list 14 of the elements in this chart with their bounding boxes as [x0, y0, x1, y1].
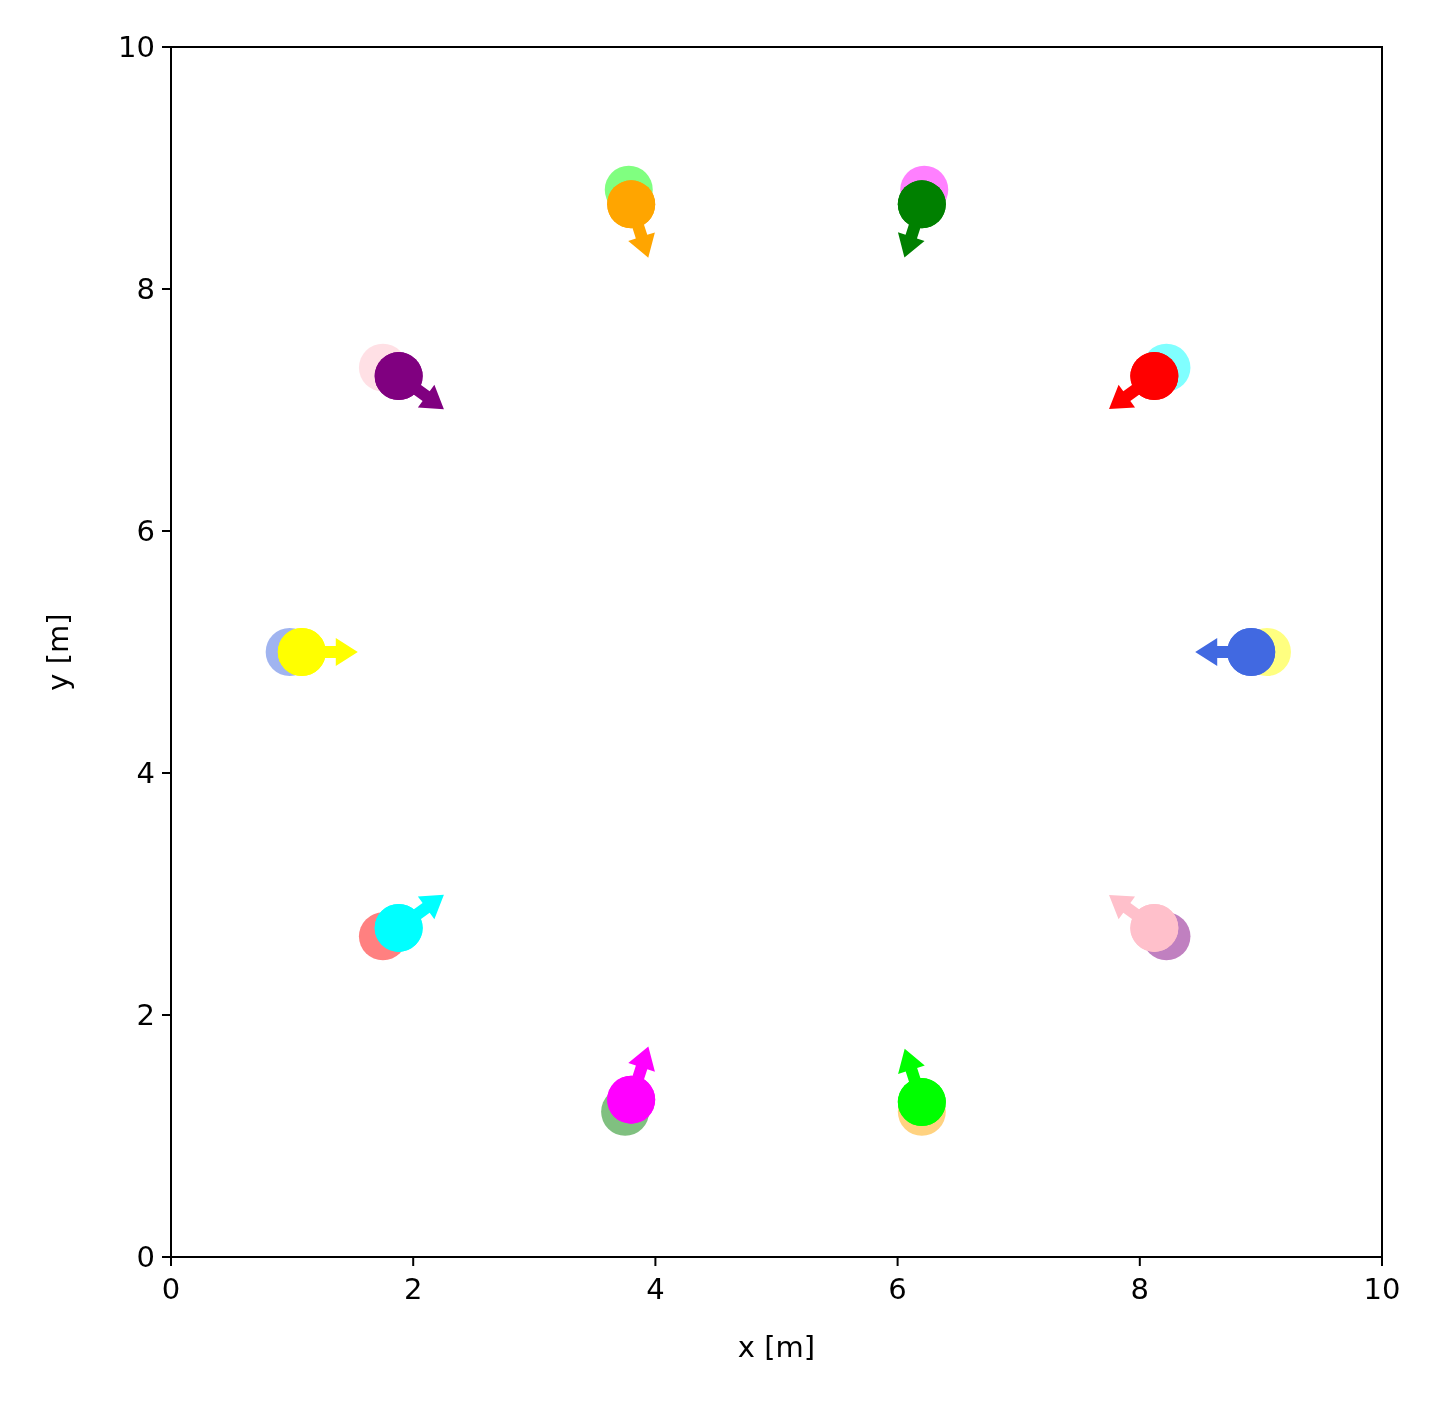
x-tick-label: 8: [1130, 1272, 1150, 1306]
y-tick-label: 0: [136, 1240, 155, 1274]
x-tick-label: 10: [1363, 1272, 1401, 1306]
x-axis-title: x [m]: [737, 1330, 816, 1364]
y-tick-label: 6: [136, 514, 155, 548]
y-axis-title: y [m]: [41, 613, 75, 691]
y-tick-label: 4: [136, 756, 155, 790]
y-tick-label: 2: [136, 998, 155, 1032]
x-tick-label: 6: [888, 1272, 907, 1306]
x-tick-label: 2: [403, 1272, 423, 1306]
x-tick-label: 4: [646, 1272, 665, 1306]
x-tick-label: 0: [161, 1272, 181, 1306]
y-tick-label: 8: [136, 272, 155, 306]
y-tick-label: 10: [118, 30, 155, 64]
